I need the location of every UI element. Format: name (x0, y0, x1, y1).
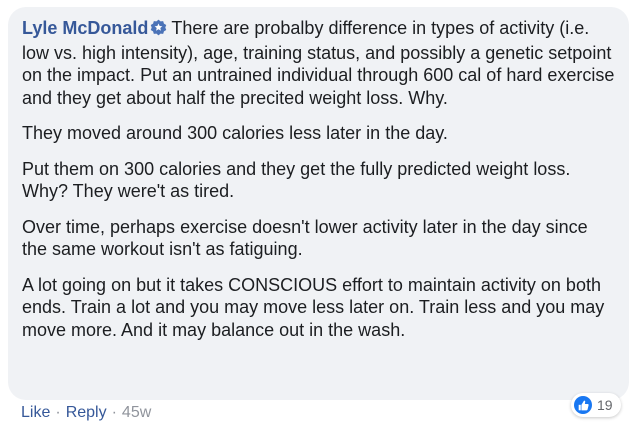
comment-paragraph-2: They moved around 300 calories less late… (22, 123, 448, 143)
comment-paragraph-5: A lot going on but it takes CONSCIOUS ef… (22, 274, 605, 340)
comment-paragraph-3: Put them on 300 calories and they get th… (22, 158, 571, 202)
comment-actions: Like · Reply · 45w (21, 402, 151, 424)
reactions-summary[interactable]: 19 (571, 393, 621, 417)
top-fan-badge-icon (150, 19, 167, 42)
reaction-count: 19 (597, 397, 613, 413)
reply-button[interactable]: Reply (65, 404, 107, 421)
timestamp[interactable]: 45w (121, 404, 152, 421)
author-name[interactable]: Lyle McDonald (22, 18, 149, 38)
comment-text-1: There are probalby difference in types o… (22, 18, 615, 108)
comment-bubble: Lyle McDonald There are probalby differen… (8, 7, 629, 400)
like-button[interactable]: Like (21, 404, 51, 421)
separator: · (55, 404, 61, 421)
separator: · (111, 404, 117, 421)
comment-paragraph-1: Lyle McDonald There are probalby differen… (22, 17, 615, 109)
comment-paragraph-4: Over time, perhaps exercise doesn't lowe… (22, 216, 588, 260)
thumbs-up-icon (574, 396, 592, 414)
